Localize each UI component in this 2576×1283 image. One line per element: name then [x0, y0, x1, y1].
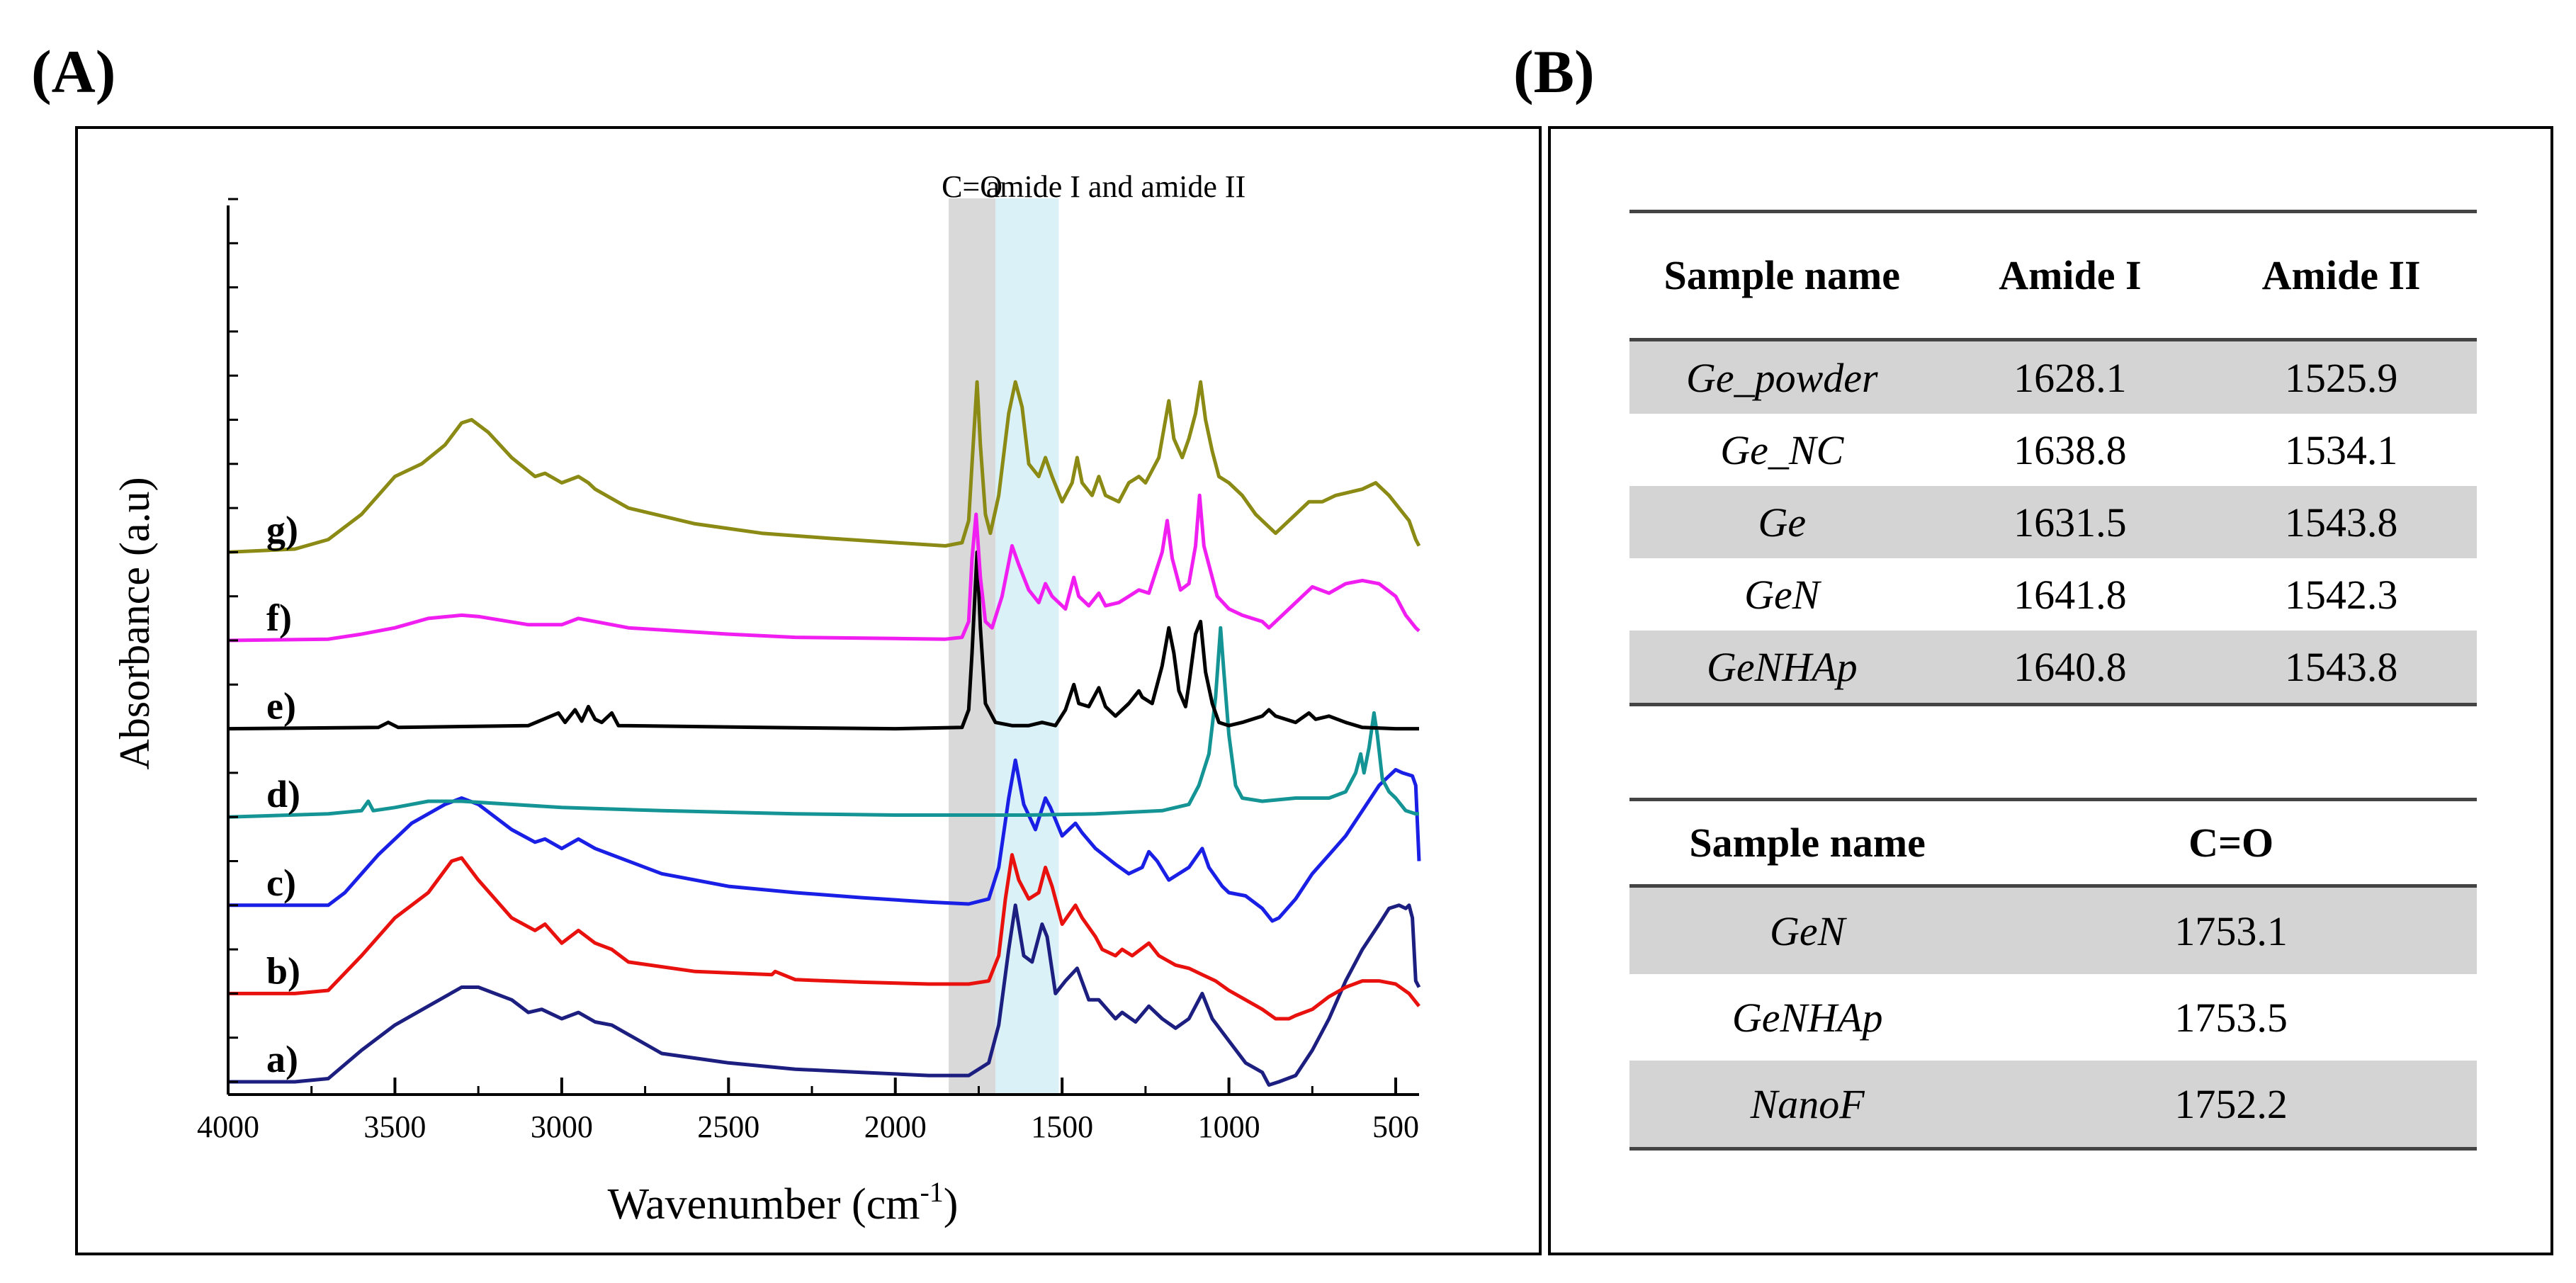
header-sample-name: Sample name	[1629, 799, 1986, 888]
c-o-cell: 1752.2	[1985, 1061, 2477, 1149]
panel-b-label: (B)	[1513, 38, 1595, 106]
amide-ii-cell: 1542.3	[2284, 571, 2398, 618]
series-line	[227, 626, 1419, 819]
amide-ii-cell: 1534.1	[2284, 426, 2398, 473]
table-row: GeN 1753.1	[1629, 886, 2477, 974]
table-row: NanoF 1752.2	[1629, 1061, 2477, 1149]
panel-a-label: (A)	[31, 38, 116, 106]
sample-cell: GeNHAp	[1732, 994, 1883, 1041]
table-row: GeNHAp 1753.5	[1629, 974, 2477, 1061]
chart-axes: 4000 3500 3000 2500 2000 1500 1000 500	[197, 198, 1419, 1144]
x-tick-label: 1500	[1031, 1109, 1093, 1144]
amide-i-cell: 1641.8	[2013, 571, 2127, 618]
panel-a-frame	[75, 126, 1542, 1255]
sample-cell: GeNHAp	[1629, 631, 1935, 705]
x-tick-label: 2000	[864, 1109, 927, 1144]
series-label: a)	[266, 1038, 298, 1080]
table-row: GeN 1641.8 1542.3	[1629, 558, 2477, 631]
header-sample-name: Sample name	[1629, 211, 1935, 341]
sample-cell: GeN	[1744, 571, 1820, 618]
amide-ii-cell: 1525.9	[2205, 339, 2477, 414]
header-amide-i: Amide I	[1934, 211, 2206, 341]
x-axis-label: Wavenumber (cm-1)	[608, 1176, 959, 1228]
series-line	[227, 493, 1420, 643]
y-axis-label: Absorbance (a.u)	[111, 477, 158, 769]
carbonyl-table: Sample name C=O GeN 1753.1 GeNHAp 1753.5…	[1629, 798, 2477, 1151]
c-o-cell: 1753.1	[1985, 886, 2477, 974]
annotation-bands	[949, 198, 1059, 1095]
series-line	[227, 550, 1419, 731]
table-row: GeNHAp 1640.8 1543.8	[1629, 631, 2477, 705]
series-labels: a) b) c) d) e) f) g)	[266, 508, 300, 1080]
sample-cell: Ge_NC	[1720, 426, 1844, 473]
sample-cell: GeN	[1629, 886, 1986, 974]
amide-ii-cell: 1543.8	[2205, 486, 2477, 558]
series-label: d)	[266, 773, 300, 815]
series-line	[228, 758, 1421, 923]
table-row: Ge_NC 1638.8 1534.1	[1629, 414, 2477, 486]
amide-i-cell: 1628.1	[1934, 339, 2206, 414]
table-row: Ge 1631.5 1543.8	[1629, 486, 2477, 558]
sample-cell: Ge_powder	[1629, 339, 1935, 414]
c-o-cell: 1753.5	[2174, 994, 2288, 1041]
x-tick-label: 3500	[363, 1109, 426, 1144]
x-tick-label: 500	[1372, 1109, 1419, 1144]
amide-i-cell: 1638.8	[2013, 426, 2127, 473]
amide-ii-cell: 1543.8	[2205, 631, 2477, 705]
series-line	[227, 380, 1421, 554]
sample-cell: Ge	[1629, 486, 1935, 558]
series-label: f)	[266, 597, 292, 639]
series-line	[228, 903, 1421, 1087]
amide-i-cell: 1631.5	[1934, 486, 2206, 558]
x-tick-label: 2500	[697, 1109, 759, 1144]
x-tick-label: 3000	[531, 1109, 593, 1144]
amide-i-cell: 1640.8	[1934, 631, 2206, 705]
x-tick-label: 1000	[1198, 1109, 1260, 1144]
header-amide-ii: Amide II	[2205, 211, 2477, 341]
x-tick-label: 4000	[197, 1109, 259, 1144]
series-line	[228, 853, 1420, 1021]
table-row: Ge_powder 1628.1 1525.9	[1629, 339, 2477, 414]
amide-table: Sample name Amide I Amide II Ge_powder 1…	[1629, 210, 2477, 706]
annotation-label: C=O	[942, 169, 1002, 204]
header-c-o: C=O	[1985, 799, 2477, 888]
spectra-series	[227, 380, 1421, 1087]
series-label: c)	[266, 861, 296, 904]
series-label: b)	[266, 949, 300, 992]
series-label: g)	[266, 508, 298, 550]
sample-cell: NanoF	[1629, 1061, 1986, 1149]
series-label: e)	[266, 685, 296, 728]
annotation-label: amide I and amide II	[986, 169, 1246, 204]
